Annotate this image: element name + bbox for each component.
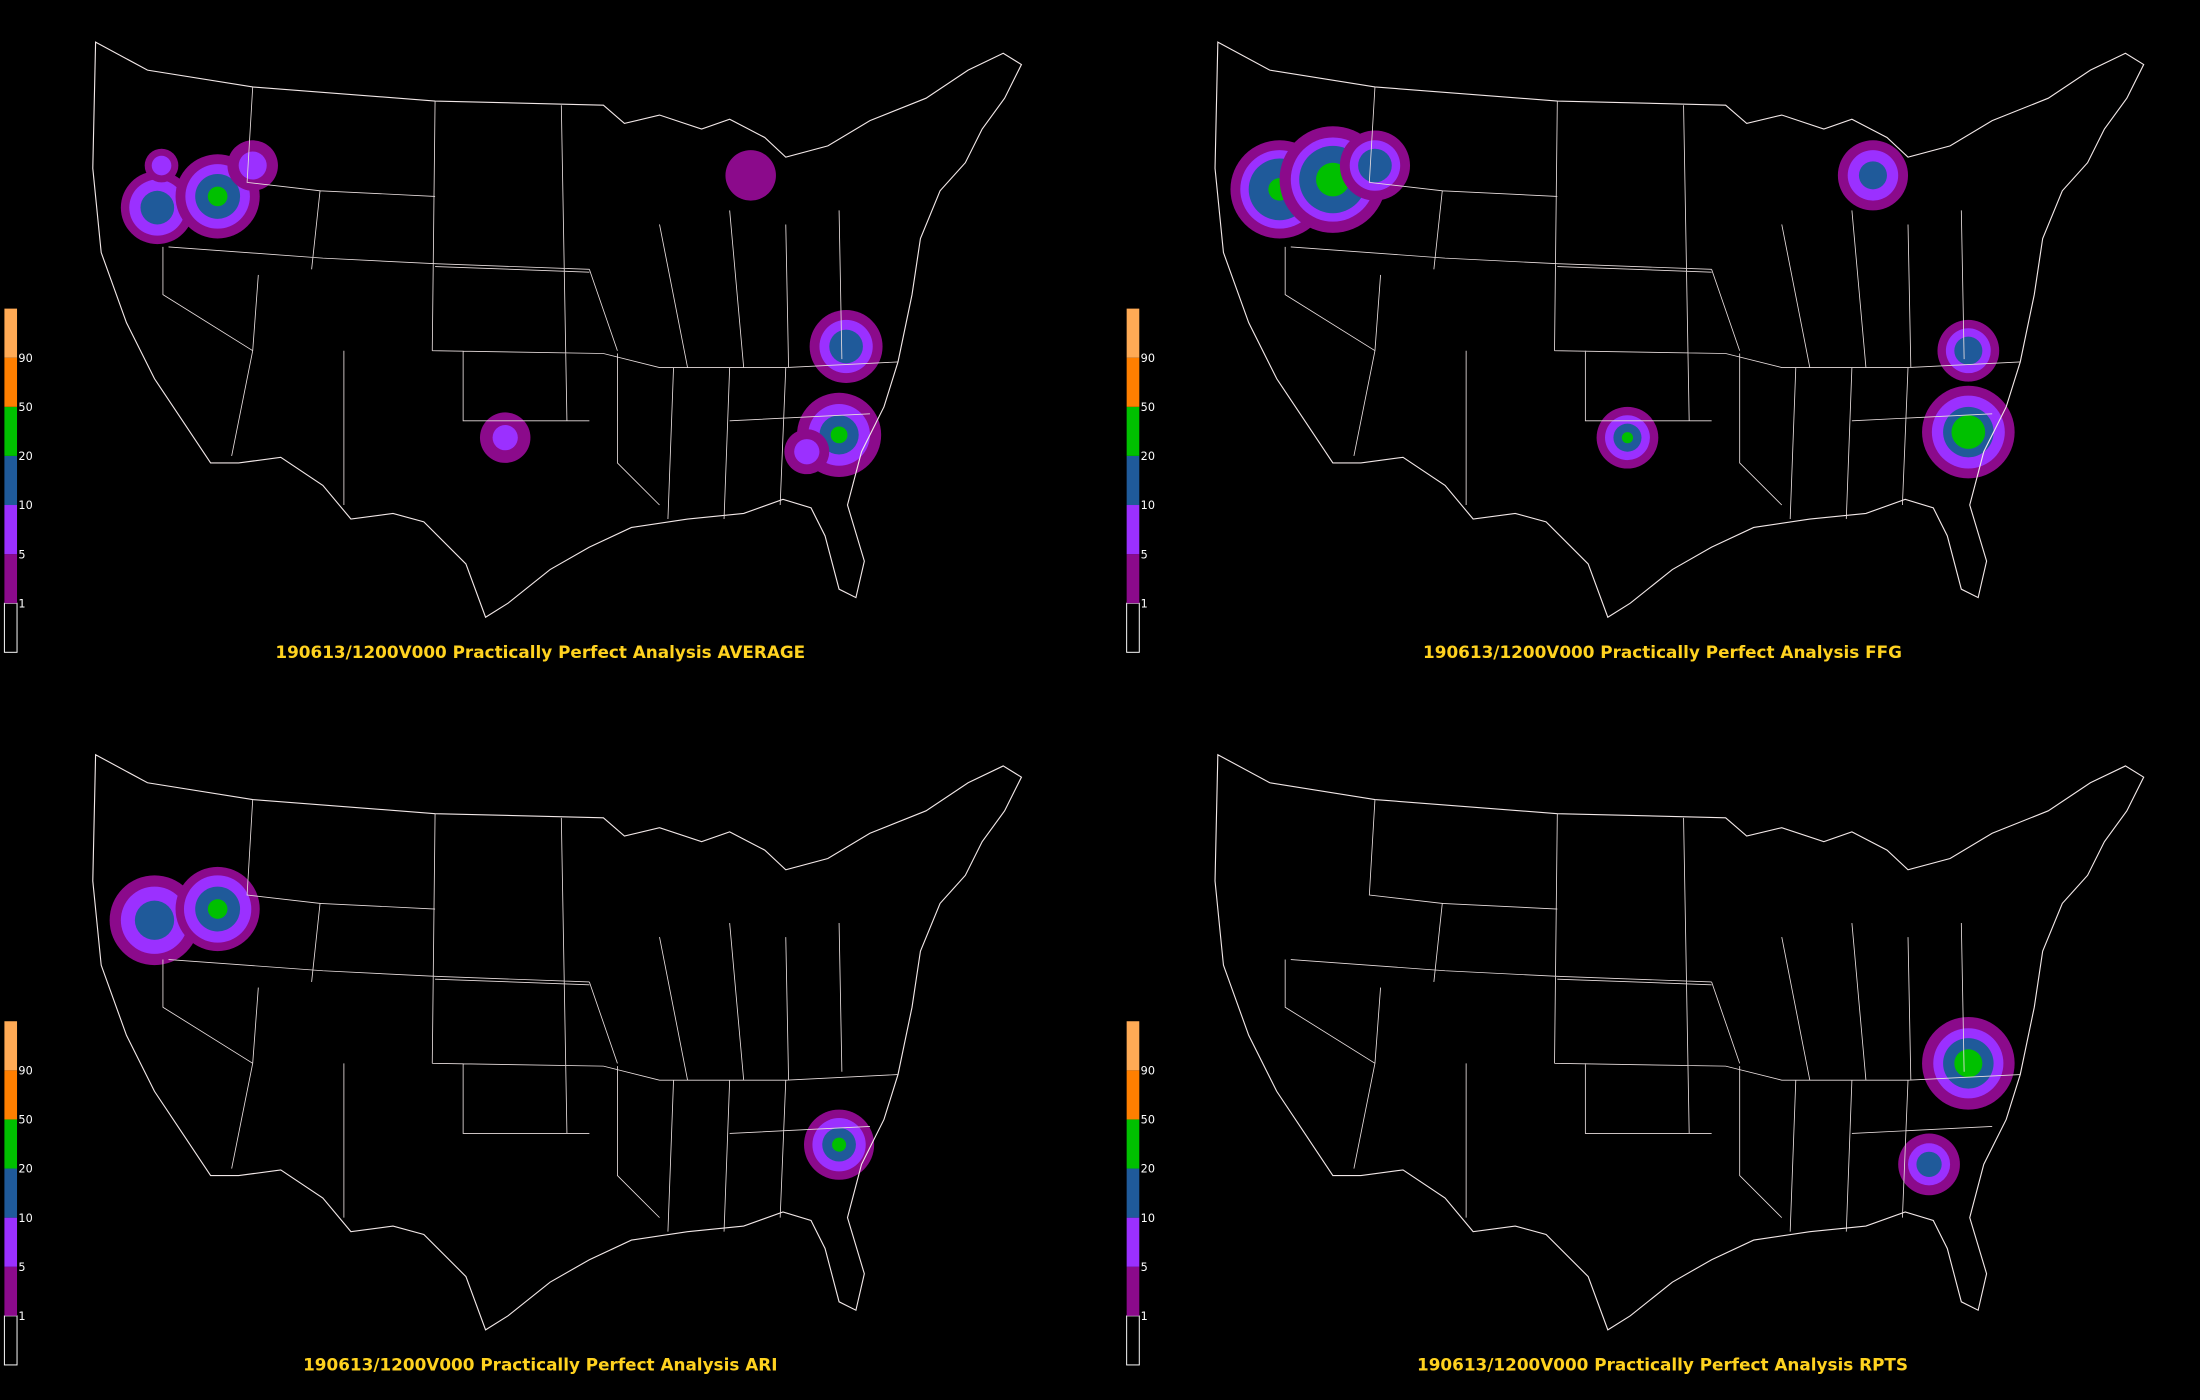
panel-title: 190613/1200V000 Practically Perfect Anal… <box>1423 642 1902 662</box>
legend-label: 20 <box>1141 450 1155 463</box>
panel-title: 190613/1200V000 Practically Perfect Anal… <box>303 1355 777 1375</box>
legend-empty <box>3 602 18 653</box>
legend-swatch <box>4 1168 18 1218</box>
legend-swatch <box>4 406 18 456</box>
probability-contour <box>829 329 863 364</box>
legend-swatch <box>1126 357 1140 407</box>
legend-swatch <box>4 308 18 358</box>
legend-label: 50 <box>18 1114 32 1127</box>
probability-contour <box>1954 336 1983 365</box>
legend-label: 20 <box>18 450 32 463</box>
legend-label: 10 <box>1141 499 1155 512</box>
probability-contour <box>492 425 518 451</box>
panel-title: 190613/1200V000 Practically Perfect Anal… <box>275 642 805 662</box>
color-legend: 1 5 10 20 50 90 <box>3 1021 33 1366</box>
legend-swatch <box>1126 554 1140 604</box>
legend-swatch <box>4 1266 18 1316</box>
legend-swatch <box>1126 505 1140 555</box>
legend-label: 5 <box>18 1261 25 1274</box>
legend-label: 10 <box>18 499 32 512</box>
legend-label: 50 <box>18 401 32 414</box>
legend-label: 50 <box>1141 1114 1155 1127</box>
probability-contour <box>207 186 228 207</box>
probability-contour <box>1916 1151 1942 1177</box>
probability-contour <box>832 1137 847 1152</box>
probability-contour <box>1858 161 1887 190</box>
legend-label: 50 <box>1141 401 1155 414</box>
legend-swatch <box>1126 1217 1140 1267</box>
us-state-map <box>1214 41 2145 618</box>
color-legend: 1 5 10 20 50 90 <box>3 308 33 653</box>
probability-contour <box>238 151 267 180</box>
legend-label: 5 <box>18 548 25 561</box>
map-panel: 190613/1200V000 Practically Perfect Anal… <box>1126 754 2145 1375</box>
legend-label: 90 <box>1141 1065 1155 1078</box>
precip-blobs <box>1898 1017 2015 1196</box>
probability-contour <box>140 190 175 225</box>
legend-label: 10 <box>18 1212 32 1225</box>
color-legend: 1 5 10 20 50 90 <box>1126 308 1155 653</box>
map-panel: 190613/1200V000 Practically Perfect Anal… <box>3 41 1023 662</box>
precip-blobs <box>120 140 883 477</box>
legend-swatch <box>4 1021 18 1071</box>
legend-swatch <box>1126 1119 1140 1169</box>
legend-swatch <box>1126 455 1140 506</box>
legend-empty <box>1126 602 1140 653</box>
map-panel: 190613/1200V000 Practically Perfect Anal… <box>3 754 1023 1375</box>
legend-swatch <box>4 554 18 604</box>
precip-blobs <box>109 866 875 1180</box>
legend-swatch <box>1126 1168 1140 1218</box>
probability-contour <box>1621 432 1634 444</box>
map-panel: 190613/1200V000 Practically Perfect Anal… <box>1126 41 2145 662</box>
color-legend: 1 5 10 20 50 90 <box>1126 1021 1155 1366</box>
legend-label: 1 <box>18 1310 25 1323</box>
legend-swatch <box>4 505 18 555</box>
legend-label: 90 <box>18 352 32 365</box>
probability-contour <box>1358 148 1392 183</box>
probability-contour <box>725 150 776 201</box>
probability-contour <box>134 900 175 940</box>
legend-label: 20 <box>1141 1163 1155 1176</box>
legend-label: 1 <box>1141 1310 1148 1323</box>
us-state-map <box>92 754 1023 1331</box>
probability-contour <box>151 155 172 176</box>
legend-label: 5 <box>1141 1261 1148 1274</box>
legend-label: 5 <box>1141 548 1148 561</box>
legend-swatch <box>1126 1266 1140 1316</box>
us-state-map <box>92 41 1023 618</box>
legend-swatch <box>4 1217 18 1267</box>
legend-label: 20 <box>18 1163 32 1176</box>
legend-empty <box>3 1315 18 1366</box>
legend-swatch <box>1126 308 1140 358</box>
legend-empty <box>1126 1315 1140 1366</box>
probability-contour <box>207 899 228 919</box>
probability-contour <box>794 439 820 465</box>
legend-label: 10 <box>1141 1212 1155 1225</box>
probability-contour <box>1951 415 1986 449</box>
legend-swatch <box>1126 1070 1140 1120</box>
legend-swatch <box>4 357 18 407</box>
legend-swatch <box>4 455 18 506</box>
legend-label: 90 <box>18 1065 32 1078</box>
legend-swatch <box>4 1070 18 1120</box>
panel-title: 190613/1200V000 Practically Perfect Anal… <box>1417 1355 1908 1375</box>
probability-contour <box>1954 1049 1983 1078</box>
legend-label: 1 <box>18 597 25 610</box>
legend-swatch <box>4 1119 18 1169</box>
legend-label: 1 <box>1141 597 1148 610</box>
legend-swatch <box>1126 1021 1140 1071</box>
precip-blobs <box>1230 126 2015 479</box>
legend-label: 90 <box>1141 352 1155 365</box>
probability-contour <box>830 426 848 444</box>
legend-swatch <box>1126 406 1140 456</box>
